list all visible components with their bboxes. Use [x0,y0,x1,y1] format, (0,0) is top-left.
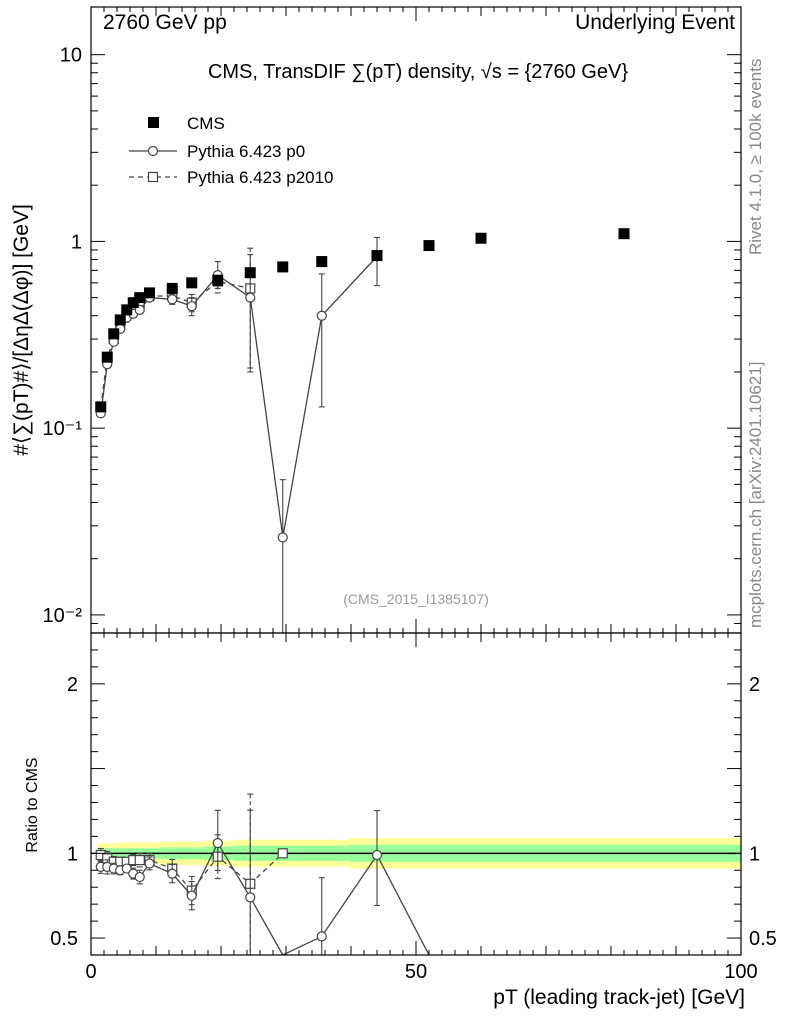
p0-point [186,301,197,312]
p2010-ratio-point [277,848,288,859]
p0-ratio-point [144,858,155,869]
cms-point [95,401,107,413]
ratio-content [91,793,741,955]
ratio-y-tick-label: 2 [67,674,78,696]
cms-point [316,256,328,268]
main-panel [95,228,630,633]
legend-cms-marker [148,117,159,128]
rivet-label: Rivet 4.1.0, ≥ 100k events [746,59,765,255]
cms-point [423,240,435,252]
ratio-frame [90,632,742,956]
main-content [95,228,630,633]
cms-point [166,282,178,294]
y-tick-label: 10⁻² [43,605,83,627]
header-right: Underlying Event [575,11,735,34]
ratio-y-tick-label-right: 0.5 [749,928,777,950]
cms-point [371,250,383,262]
y-tick-label: 10⁻¹ [43,418,83,440]
legend-p2010-label: Pythia 6.423 p2010 [187,168,334,187]
x-axis-label: pT (leading track-jet) [GeV] [493,986,745,1009]
cms-point [121,304,133,316]
analysis-tag: (CMS_2015_I1385107) [343,591,489,607]
legend-p0-marker [147,145,159,157]
p0-ratio-point [134,871,145,883]
y-tick-label: 10 [60,45,82,67]
cms-point [618,228,630,240]
cms-point [244,267,256,279]
cms-point [108,328,120,340]
cms-point [134,292,146,304]
cms-point [277,261,289,273]
mcplots-label: mcplots.cern.ch [arXiv:2401.10621] [746,362,765,628]
legend-p0-label: Pythia 6.423 p0 [187,142,305,161]
p0-ratio-point [186,890,197,901]
p0-point [167,294,178,305]
legend-p2010-marker [147,171,159,183]
legend: CMS Pythia 6.423 p0 Pythia 6.423 p2010 [129,114,334,187]
x-tick-label: 50 [405,961,427,983]
p2010-ratio-point [134,854,145,866]
cms-point [127,297,139,309]
main-frame [90,6,742,634]
x-tick-label: 100 [724,961,757,983]
cms-point [212,274,224,286]
plot-title: CMS, TransDIF ∑(pT) density, √s = {2760 … [208,61,628,83]
legend-cms-label: CMS [187,114,225,133]
cms-point [475,232,487,244]
p0-point [245,292,256,303]
p0-ratio-point [316,931,327,942]
plot-frames: 0 50 100 10⁻² 10⁻¹ 1 10 0.5 0.5 1 1 2 2 [43,6,777,983]
p0-point [277,532,288,543]
ratio-panel [91,793,741,955]
ratio-y-axis-label: Ratio to CMS [24,757,41,852]
p0-ratio-point [245,892,256,903]
cms-point [186,277,198,289]
p0-point [316,310,327,321]
cms-point [144,287,155,299]
x-tick-label: 0 [85,961,96,983]
ratio-y-tick-label-right: 2 [749,674,760,696]
cms-point [101,351,113,363]
p0-ratio-point [167,868,178,879]
y-tick-label: 1 [71,231,82,253]
ratio-y-tick-label: 1 [67,843,78,865]
y-axis-label: #⟨∑(pT)#⟩/[ΔηΔ(Δφ)] [GeV] [10,204,33,456]
header-left: 2760 GeV pp [103,11,227,34]
ratio-y-tick-label-right: 1 [749,843,760,865]
ratio-y-tick-label: 0.5 [50,928,78,950]
cms-point [114,314,126,326]
p0-ratio-point [371,849,383,861]
p0-ratio-point [212,838,223,849]
